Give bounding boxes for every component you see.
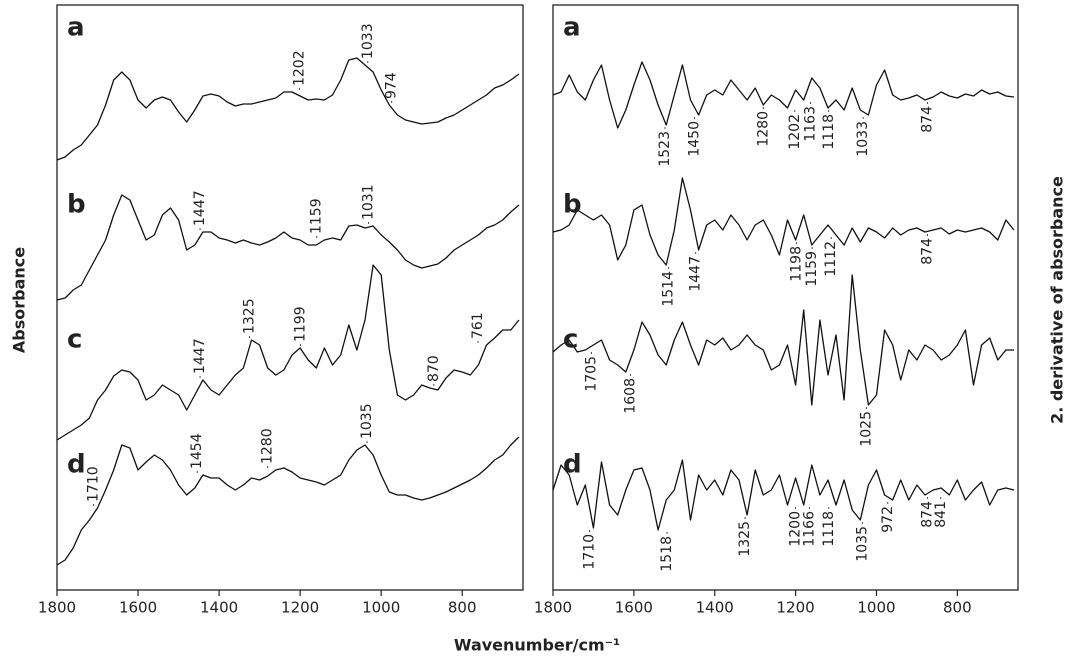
peak-label: 1325 bbox=[737, 521, 753, 557]
series-letter: d bbox=[563, 450, 582, 480]
peak-label: 1280 bbox=[755, 111, 771, 147]
peak-label: 1202 bbox=[291, 50, 307, 86]
peak-label: 1325 bbox=[241, 298, 257, 334]
peak-label: 1514 bbox=[661, 271, 677, 307]
peak-label: 1710 bbox=[85, 466, 101, 502]
peak-label: 874 bbox=[919, 106, 935, 133]
peak-label: 1166 bbox=[801, 511, 817, 547]
peak-label: 1112 bbox=[823, 241, 839, 277]
peak-label: 870 bbox=[426, 355, 442, 382]
y-axis-title: Absorbance bbox=[10, 247, 29, 353]
x-tick-label: 1200 bbox=[281, 599, 319, 617]
peak-label: 1199 bbox=[293, 306, 309, 342]
peak-label: 1447 bbox=[192, 338, 208, 374]
peak-label: 1705 bbox=[583, 356, 599, 392]
peak-label: 1163 bbox=[803, 106, 819, 142]
y-axis-title: 2. derivative of absorbance bbox=[1048, 176, 1067, 424]
series-letter: b bbox=[563, 190, 582, 220]
x-tick-label: 1000 bbox=[857, 599, 895, 617]
x-tick-label: 1400 bbox=[696, 599, 734, 617]
peak-label: 1447 bbox=[688, 256, 704, 292]
peak-label: 972 bbox=[880, 506, 896, 533]
peak-label: 874 bbox=[919, 501, 935, 528]
series-letter: a bbox=[563, 13, 581, 43]
peak-label: 1450 bbox=[687, 121, 703, 157]
spectrum-line bbox=[56, 436, 520, 566]
spectrum-line bbox=[56, 264, 520, 441]
peak-label: 1025 bbox=[858, 411, 874, 447]
peak-label: 1198 bbox=[788, 246, 804, 282]
spectrum-line bbox=[56, 194, 520, 301]
peak-label: 1118 bbox=[821, 511, 837, 547]
series-letter: b bbox=[67, 190, 86, 220]
series-letter: c bbox=[67, 325, 82, 355]
spectrum-line bbox=[552, 61, 1015, 129]
peak-label: 1031 bbox=[361, 184, 377, 220]
peak-label: 1033 bbox=[360, 23, 376, 59]
x-tick-label: 1200 bbox=[777, 599, 815, 617]
series-letter: c bbox=[563, 325, 578, 355]
series-letter: a bbox=[67, 13, 85, 43]
x-tick-label: 1400 bbox=[200, 599, 238, 617]
spectrum-line bbox=[56, 57, 520, 161]
peak-label: 761 bbox=[470, 312, 486, 339]
peak-label: 1447 bbox=[192, 190, 208, 226]
spectrum-line bbox=[552, 274, 1014, 406]
plot-frame bbox=[552, 4, 1019, 591]
peak-label: 874 bbox=[919, 238, 935, 265]
peak-label: 1454 bbox=[189, 433, 205, 469]
x-tick-label: 1000 bbox=[362, 599, 400, 617]
series-letter: d bbox=[67, 450, 86, 480]
x-tick-label: 1600 bbox=[615, 599, 653, 617]
spectrum-line bbox=[552, 177, 1015, 266]
plot-frame bbox=[56, 4, 524, 591]
peak-label: 1280 bbox=[260, 428, 276, 464]
x-tick-label: 800 bbox=[448, 599, 477, 617]
peak-label: 841 bbox=[933, 501, 949, 528]
peak-label: 1202 bbox=[787, 114, 803, 150]
peak-label: 1035 bbox=[854, 526, 870, 562]
x-tick-label: 1600 bbox=[119, 599, 157, 617]
peak-label: 1523 bbox=[657, 131, 673, 167]
peak-label: 1033 bbox=[855, 121, 871, 157]
peak-label: 1710 bbox=[581, 534, 597, 570]
peak-label: 974 bbox=[384, 72, 400, 99]
peak-label: 1200 bbox=[788, 511, 804, 547]
spectrum-line bbox=[552, 459, 1015, 531]
peak-label: 1608 bbox=[623, 378, 639, 414]
x-tick-label: 1800 bbox=[534, 599, 572, 617]
peak-label: 1159 bbox=[309, 198, 325, 234]
peak-label: 1518 bbox=[659, 536, 675, 572]
x-tick-label: 800 bbox=[943, 599, 972, 617]
peak-label: 1159 bbox=[804, 251, 820, 287]
x-tick-label: 1800 bbox=[38, 599, 76, 617]
x-axis-title: Wavenumber/cm⁻¹ bbox=[454, 636, 620, 655]
peak-label: 1118 bbox=[821, 114, 837, 150]
peak-label: 1035 bbox=[359, 403, 375, 439]
